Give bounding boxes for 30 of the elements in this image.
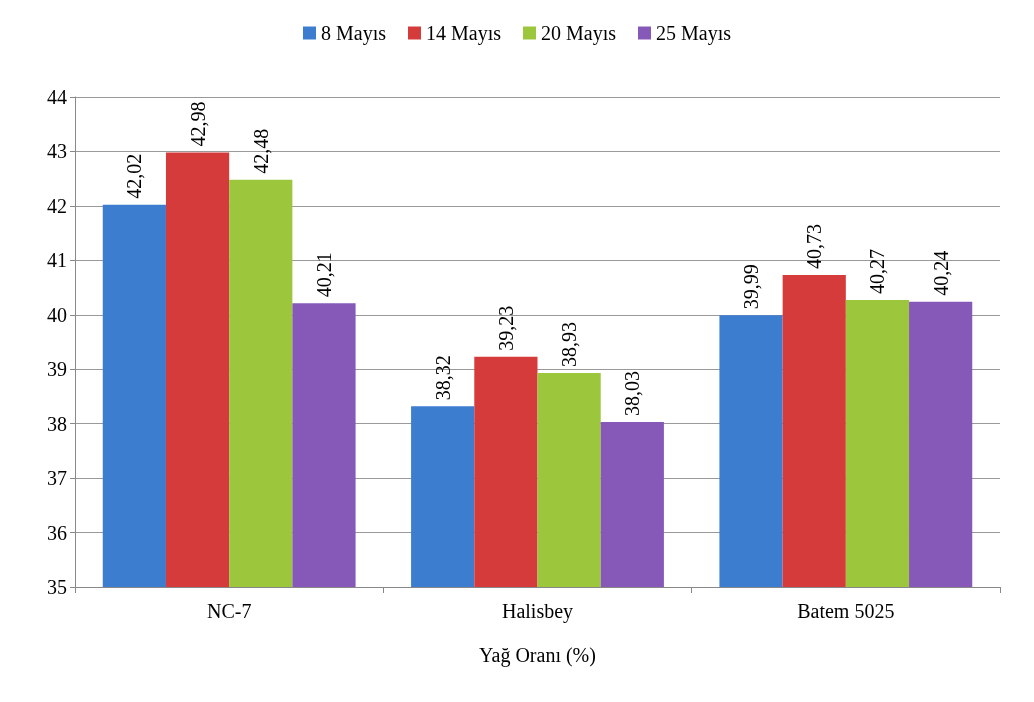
legend-label: 14 Mayıs [426, 22, 502, 45]
legend-label: 25 Mayıs [656, 22, 732, 45]
data-label: 40,73 [803, 224, 826, 270]
x-tick-label: NC-7 [206, 600, 252, 622]
data-label: 38,32 [431, 355, 454, 401]
data-label: 42,02 [123, 153, 146, 199]
x-tick-label: Batem 5025 [797, 600, 895, 622]
data-label: 40,21 [312, 252, 335, 298]
x-axis-title: Yağ Oranı (%) [479, 644, 596, 667]
data-label: 42,98 [186, 101, 209, 147]
data-label: 38,93 [558, 322, 581, 368]
data-label: 39,99 [740, 264, 763, 310]
data-label: 38,03 [621, 371, 644, 417]
y-tick-label: 43 [47, 140, 67, 163]
x-tick-label: Halisbey [501, 600, 574, 623]
y-tick-label: 41 [47, 249, 67, 272]
y-tick-label: 38 [47, 412, 67, 435]
data-label: 42,48 [249, 128, 272, 174]
data-label: 40,27 [866, 249, 889, 295]
y-tick-label: 40 [47, 303, 67, 326]
y-tick-label: 35 [47, 576, 67, 598]
y-tick-label: 42 [47, 194, 67, 217]
y-tick-label: 39 [47, 358, 67, 381]
data-label: 39,23 [494, 305, 517, 351]
y-tick-label: 37 [47, 467, 67, 490]
y-tick-label: 36 [47, 521, 67, 544]
legend-label: 8 Mayıs [321, 22, 387, 45]
legend-label: 20 Mayıs [541, 22, 617, 45]
y-tick-label: 44 [47, 86, 67, 108]
data-label: 40,24 [929, 250, 952, 296]
